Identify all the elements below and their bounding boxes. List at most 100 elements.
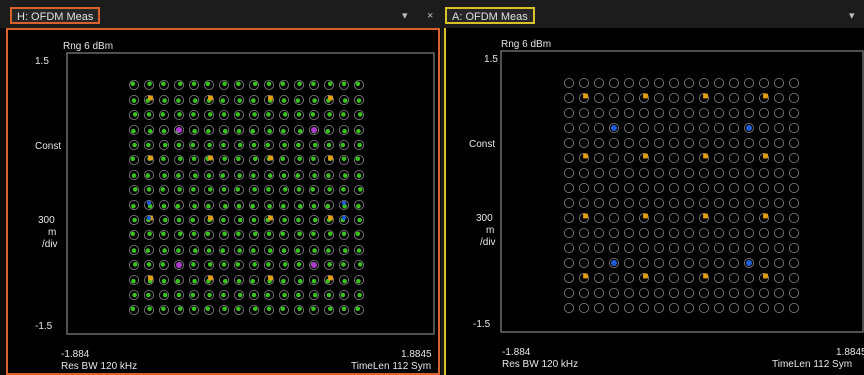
reference-ring — [278, 244, 289, 255]
reference-ring — [698, 167, 709, 178]
reference-ring — [758, 138, 769, 149]
reference-ring — [233, 289, 244, 300]
tab-h-ofdm-meas[interactable]: H: OFDM Meas — [10, 7, 101, 24]
reference-ring — [308, 214, 319, 225]
reference-ring — [129, 274, 140, 285]
reference-ring — [758, 302, 769, 313]
reference-ring — [278, 304, 289, 315]
reference-ring — [728, 138, 739, 149]
symbol-point — [251, 248, 256, 253]
symbol-point — [251, 142, 257, 148]
reference-ring — [353, 155, 364, 166]
reference-ring — [713, 108, 724, 119]
scale-value: 300 — [476, 213, 493, 224]
reference-ring — [248, 229, 259, 240]
reference-ring — [263, 199, 274, 210]
reference-ring — [293, 259, 304, 270]
reference-ring — [578, 138, 589, 149]
reference-ring — [653, 212, 664, 223]
reference-ring — [788, 272, 799, 283]
reference-ring — [608, 123, 619, 134]
symbol-point — [342, 98, 348, 103]
symbol-point — [222, 278, 228, 284]
y-bottom-label: -1.5 — [473, 319, 491, 330]
marker-point — [341, 200, 347, 206]
symbol-point — [251, 98, 256, 103]
reference-ring — [758, 93, 769, 104]
reference-ring — [698, 182, 709, 193]
reference-ring — [233, 140, 244, 151]
reference-ring — [233, 199, 244, 210]
reference-ring — [564, 212, 575, 223]
symbol-point — [357, 217, 362, 223]
reference-ring — [668, 212, 679, 223]
reference-ring — [608, 182, 619, 193]
symbol-point — [311, 306, 316, 312]
symbol-point — [220, 248, 226, 253]
reference-ring — [203, 304, 214, 315]
symbol-point — [281, 128, 286, 134]
reference-ring — [773, 242, 784, 253]
reference-ring — [564, 272, 575, 283]
symbol-point — [252, 187, 257, 192]
plot-frame — [66, 52, 435, 335]
symbol-point — [130, 306, 136, 312]
symbol-point — [131, 98, 137, 103]
reference-ring — [308, 169, 319, 180]
pilot-point — [328, 275, 333, 281]
reference-ring — [608, 197, 619, 208]
symbol-point — [146, 292, 151, 298]
reference-ring — [338, 155, 349, 166]
reference-ring — [293, 184, 304, 195]
reference-ring — [683, 302, 694, 313]
symbol-point — [280, 231, 286, 237]
reference-ring — [653, 93, 664, 104]
timelen-label: TimeLen 112 Sym — [351, 361, 432, 372]
pane-menu-icon[interactable]: ▾ — [849, 10, 855, 22]
reference-ring — [743, 108, 754, 119]
reference-ring — [608, 212, 619, 223]
close-icon[interactable]: × — [427, 10, 434, 22]
reference-ring — [593, 242, 604, 253]
reference-ring — [608, 153, 619, 164]
reference-ring — [323, 199, 334, 210]
symbol-point — [236, 278, 242, 284]
reference-ring — [248, 125, 259, 136]
reference-ring — [338, 80, 349, 91]
reference-ring — [263, 125, 274, 136]
reference-ring — [743, 167, 754, 178]
symbol-point — [327, 112, 332, 117]
reference-ring — [188, 259, 199, 270]
reference-ring — [758, 197, 769, 208]
reference-ring — [638, 123, 649, 134]
reference-ring — [308, 110, 319, 121]
reference-ring — [698, 272, 709, 283]
symbol-point — [312, 98, 317, 103]
reference-ring — [218, 214, 229, 225]
reference-ring — [263, 140, 274, 151]
reference-ring — [308, 155, 319, 166]
tab-a-ofdm-meas[interactable]: A: OFDM Meas — [445, 7, 535, 24]
reference-ring — [578, 182, 589, 193]
reference-ring — [353, 304, 364, 315]
reference-ring — [608, 227, 619, 238]
reference-ring — [323, 125, 334, 136]
symbol-point — [205, 81, 211, 87]
pane-menu-icon[interactable]: ▾ — [402, 10, 408, 22]
reference-ring — [188, 80, 199, 91]
reference-ring — [173, 244, 184, 255]
reference-ring — [158, 274, 169, 285]
symbol-point — [265, 142, 271, 148]
reference-ring — [188, 274, 199, 285]
reference-ring — [788, 242, 799, 253]
reference-ring — [713, 123, 724, 134]
reference-ring — [758, 242, 769, 253]
reference-ring — [653, 287, 664, 298]
pilot-point — [763, 273, 768, 279]
symbol-point — [191, 187, 196, 192]
reference-ring — [668, 287, 679, 298]
symbol-point — [131, 173, 137, 178]
symbol-point — [355, 306, 361, 312]
reference-ring — [773, 78, 784, 89]
reference-ring — [578, 197, 589, 208]
